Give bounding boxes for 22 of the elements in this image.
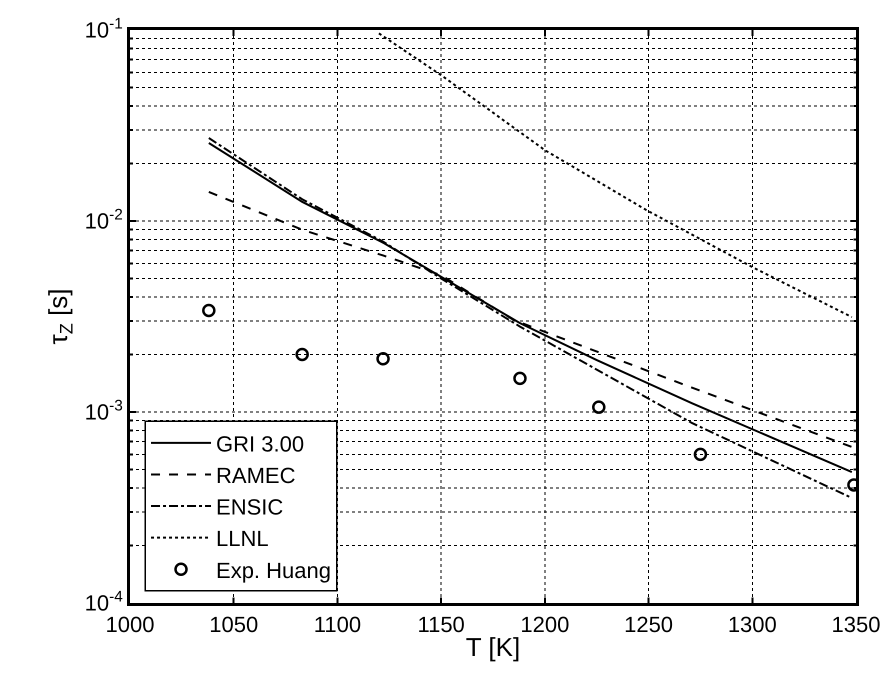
point — [202, 304, 216, 318]
x-tick-label: 1150 — [417, 612, 465, 638]
point — [513, 372, 527, 386]
legend-label: ENSIC — [216, 494, 284, 520]
x-tick-label: 1050 — [209, 612, 258, 638]
legend-label: GRI 3.00 — [216, 431, 304, 456]
x-tick-label: 1350 — [832, 612, 880, 638]
x-tick-label: 1250 — [624, 612, 674, 638]
point — [295, 348, 309, 362]
point — [694, 448, 708, 462]
point — [376, 352, 390, 366]
x-axis-title: T [K] — [466, 632, 520, 662]
y-tick-label: 10$^{-1}$ — [84, 15, 123, 43]
point — [592, 400, 606, 414]
y-tick-label: 10$^{-3}$ — [84, 397, 123, 425]
y-tick-label: 10$^{-2}$ — [84, 206, 123, 234]
legend-label: RAMEC — [216, 463, 296, 488]
legend-label: Exp. Huang — [216, 558, 331, 583]
x-tick-label: 1100 — [314, 612, 362, 638]
legend-label: LLNL — [216, 526, 269, 552]
x-tick-label: 1200 — [520, 612, 570, 638]
x-tick-label: 1300 — [728, 612, 777, 638]
